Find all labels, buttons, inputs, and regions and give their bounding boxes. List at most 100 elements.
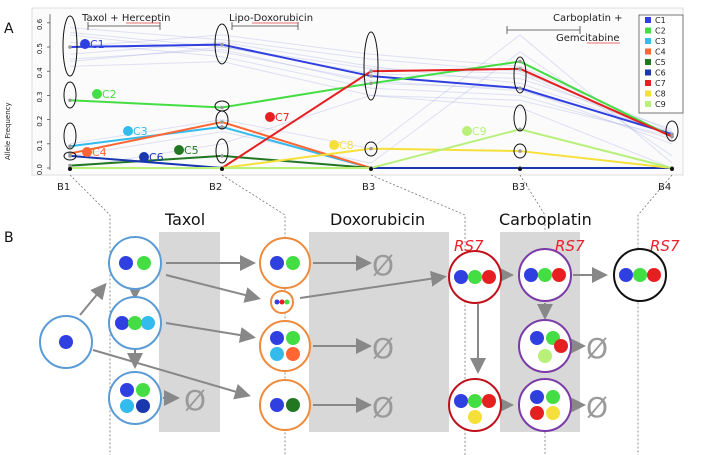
subclone-dot-c2 [284, 299, 290, 305]
legend-swatch-c9 [645, 101, 651, 107]
doxorubicin-band [309, 232, 449, 432]
rs7-label: RS7 [650, 237, 680, 255]
subclone-dot-c4 [286, 347, 300, 361]
treatment-brackets [87, 22, 581, 34]
data-point [68, 154, 72, 158]
legend-swatch-c8 [645, 90, 651, 97]
timepoint-connectors [69, 174, 673, 455]
subclone-dot-c1 [270, 398, 284, 412]
subclone-dot-c1 [524, 268, 538, 282]
subclone-population-circles [39, 236, 667, 432]
y-tick-label: 0.1 [36, 140, 44, 151]
population-node [259, 237, 311, 289]
population-node [270, 290, 294, 314]
subclone-dot-c1 [454, 394, 468, 408]
subclone-dot-c2 [468, 394, 482, 408]
legend-label-c2: C2 [655, 27, 666, 36]
cluster-label-c4: C4 [92, 146, 107, 159]
legend-swatch-c1 [645, 17, 651, 23]
legend-swatch-c2 [645, 27, 651, 34]
cluster-dot-c6 [139, 152, 149, 162]
cluster-label-c8: C8 [339, 139, 354, 152]
population-node [448, 378, 502, 432]
data-point [220, 125, 224, 129]
subclone-dot-c2 [286, 331, 300, 345]
subclone-dot-c1 [59, 335, 73, 349]
population-circle [259, 379, 311, 431]
x-tick-b4: B4 [658, 182, 671, 193]
y-tick-label: 0.6 [36, 18, 44, 30]
subclone-dot-c1 [530, 331, 544, 345]
subclone-dot-c1 [119, 256, 133, 270]
cluster-label-c3: C3 [133, 125, 148, 138]
subclone-dot-c1 [270, 256, 284, 270]
data-point [518, 59, 522, 64]
cluster-label-c7: C7 [275, 111, 290, 124]
cluster-dot-c3 [123, 126, 133, 136]
cluster-labels: C1 C2 C3 C4 C5 C6 C7 C8 C9 [80, 38, 487, 164]
population-node [108, 236, 162, 290]
timepoint-marker [68, 167, 72, 171]
panel-a-label: A [4, 21, 14, 37]
population-node [518, 378, 572, 432]
subclone-dot-c7 [279, 299, 285, 305]
data-point [518, 86, 522, 90]
subclone-dot-c1 [454, 270, 468, 284]
x-markers [68, 167, 674, 171]
data-point [518, 67, 522, 71]
legend-swatch-c5 [645, 59, 651, 65]
y-ticks: 0.0 0.1 0.2 0.3 0.4 0.5 0.6 [36, 18, 50, 175]
background-line [69, 34, 673, 133]
panel-b-label: B [4, 230, 14, 246]
legend-label-c3: C3 [655, 37, 666, 46]
population-circle [108, 236, 162, 290]
background-line [69, 61, 673, 138]
subclone-dot-c7 [482, 270, 496, 284]
cluster-dot-c8 [329, 140, 339, 150]
data-point [220, 154, 224, 158]
cluster-dot-c5 [174, 145, 184, 155]
data-point [68, 144, 72, 149]
treatment-lipo-doxorubicin: Lipo-Doxorubicin [229, 13, 313, 24]
subclone-dot-c1 [619, 268, 633, 282]
legend-label-c9: C9 [655, 100, 666, 109]
background-line [69, 41, 673, 140]
subclone-dot-c1 [270, 331, 284, 345]
cluster-label-c2: C2 [102, 88, 117, 101]
timepoint-marker [220, 167, 224, 171]
subclone-dot-c2 [136, 383, 150, 397]
subclone-dot-c2 [137, 256, 151, 270]
population-circle [518, 378, 572, 432]
population-circle [259, 320, 311, 372]
legend-label-c6: C6 [655, 69, 666, 78]
extinct-symbol: Ø [372, 332, 394, 365]
legend-label-c4: C4 [655, 48, 666, 57]
data-point [68, 98, 72, 103]
extinct-symbol: Ø [184, 384, 206, 417]
background-line [69, 94, 673, 169]
subclone-dot-c2 [546, 390, 560, 404]
population-circle [108, 371, 162, 425]
population-node [613, 248, 667, 302]
subclone-dot-c7 [552, 268, 566, 282]
cluster-label-c6: C6 [149, 151, 164, 164]
y-tick-label: 0.5 [36, 43, 44, 54]
extinct-symbol: Ø [372, 249, 394, 282]
population-node [448, 250, 502, 304]
data-point [518, 149, 522, 153]
population-node [518, 248, 572, 302]
data-point [369, 146, 373, 151]
lineage-arrows [79, 255, 608, 413]
data-point [220, 105, 224, 110]
population-circle [259, 237, 311, 289]
data-point [68, 45, 72, 49]
x-tick-b3: B3 [362, 182, 375, 193]
timepoint-marker [518, 167, 522, 171]
legend-swatch-c3 [645, 38, 651, 44]
data-point [670, 134, 674, 139]
subclone-dot-c1 [115, 316, 129, 330]
cluster-dot-c9 [462, 126, 472, 136]
rs7-label: RS7 [555, 237, 585, 255]
